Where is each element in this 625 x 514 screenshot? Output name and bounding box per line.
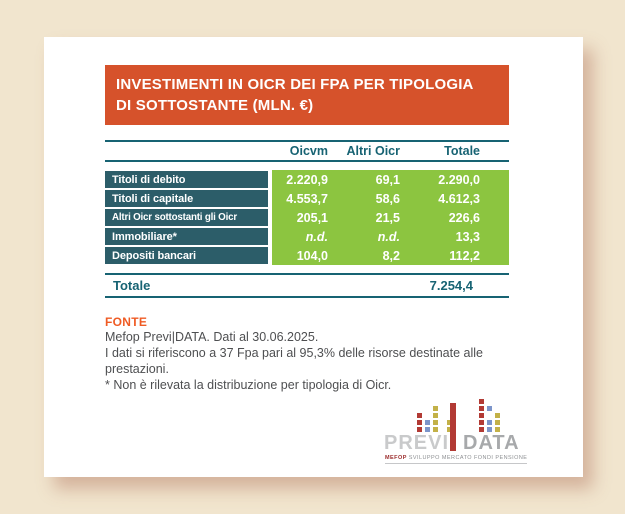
previdata-wordmark: PREVI DATA	[384, 433, 520, 453]
column-header-totale: Totale	[444, 144, 480, 158]
table-row: Titoli di capitale 4.553,7 58,6 4.612,3	[105, 189, 509, 208]
source-line: * Non è rilevata la distribuzione per ti…	[105, 378, 392, 392]
cell-oicvm: n.d.	[305, 229, 328, 244]
figure-title-line2: DI SOTTOSTANTE (MLN. €)	[116, 97, 314, 114]
source-line: I dati si riferiscono a 37 Fpa pari al 9…	[105, 346, 483, 360]
row-values: 2.220,9 69,1 2.290,0	[272, 170, 509, 189]
total-value: 7.254,4	[429, 278, 473, 293]
source-heading: FONTE	[105, 315, 148, 329]
row-label: Depositi bancari	[105, 247, 268, 264]
row-label: Altri Oicr sottostanti gli Oicr	[105, 209, 268, 226]
previdata-logo: PREVI DATA MEFOP SVILUPPO MERCATO FONDI …	[384, 397, 528, 465]
row-values: n.d. n.d. 13,3	[272, 227, 509, 246]
row-label: Titoli di debito	[105, 171, 268, 188]
cell-totale: 2.290,0	[438, 172, 480, 187]
table-body: Titoli di debito 2.220,9 69,1 2.290,0 Ti…	[105, 170, 509, 265]
row-label: Immobiliare*	[105, 228, 268, 245]
figure-title-line1: INVESTIMENTI IN OICR DEI FPA PER TIPOLOG…	[116, 76, 474, 93]
cell-altri-oicr: 8,2	[382, 248, 400, 263]
previdata-wordmark-previ: PREVI	[384, 432, 450, 454]
column-header-altri-oicr: Altri Oicr	[346, 144, 401, 158]
cell-totale: 4.612,3	[438, 191, 480, 206]
cell-oicvm: 4.553,7	[286, 191, 328, 206]
previdata-tagline: MEFOP SVILUPPO MERCATO FONDI PENSIONE	[385, 455, 528, 464]
previdata-tagline-rest: SVILUPPO MERCATO FONDI PENSIONE	[406, 455, 528, 461]
cell-oicvm: 205,1	[296, 210, 328, 225]
row-values: 4.553,7 58,6 4.612,3	[272, 189, 509, 208]
figure-content: INVESTIMENTI IN OICR DEI FPA PER TIPOLOG…	[105, 65, 509, 393]
cell-altri-oicr: 58,6	[375, 191, 400, 206]
cell-altri-oicr: n.d.	[377, 229, 400, 244]
previdata-tagline-mefop: MEFOP	[385, 455, 407, 461]
cell-oicvm: 2.220,9	[286, 172, 328, 187]
source-line: Mefop Previ|DATA. Dati al 30.06.2025.	[105, 330, 319, 344]
column-header-oicvm: Oicvm	[289, 144, 328, 158]
cell-oicvm: 104,0	[296, 248, 328, 263]
cell-altri-oicr: 69,1	[375, 172, 400, 187]
row-values: 104,0 8,2 112,2	[272, 246, 509, 265]
total-label: Totale	[113, 278, 151, 293]
source-line: prestazioni.	[105, 362, 169, 376]
cell-altri-oicr: 21,5	[375, 210, 400, 225]
figure-card: INVESTIMENTI IN OICR DEI FPA PER TIPOLOG…	[44, 37, 583, 477]
table-row: Immobiliare* n.d. n.d. 13,3	[105, 227, 509, 246]
cell-totale: 226,6	[448, 210, 480, 225]
cell-totale: 13,3	[455, 229, 480, 244]
source-block: FONTE Mefop Previ|DATA. Dati al 30.06.20…	[105, 315, 545, 393]
row-values: 205,1 21,5 226,6	[272, 208, 509, 227]
table-row: Altri Oicr sottostanti gli Oicr 205,1 21…	[105, 208, 509, 227]
previdata-wordmark-data: DATA	[463, 432, 520, 454]
table-row: Titoli di debito 2.220,9 69,1 2.290,0	[105, 170, 509, 189]
table-column-header: Oicvm Altri Oicr Totale	[105, 140, 509, 162]
row-label: Titoli di capitale	[105, 190, 268, 207]
table-total-row: Totale 7.254,4	[105, 273, 509, 298]
previdata-red-bar-icon	[450, 403, 456, 451]
cell-totale: 112,2	[449, 248, 480, 263]
previdata-squares-icon	[417, 399, 503, 434]
table-row: Depositi bancari 104,0 8,2 112,2	[105, 246, 509, 265]
figure-title: INVESTIMENTI IN OICR DEI FPA PER TIPOLOG…	[105, 65, 509, 125]
